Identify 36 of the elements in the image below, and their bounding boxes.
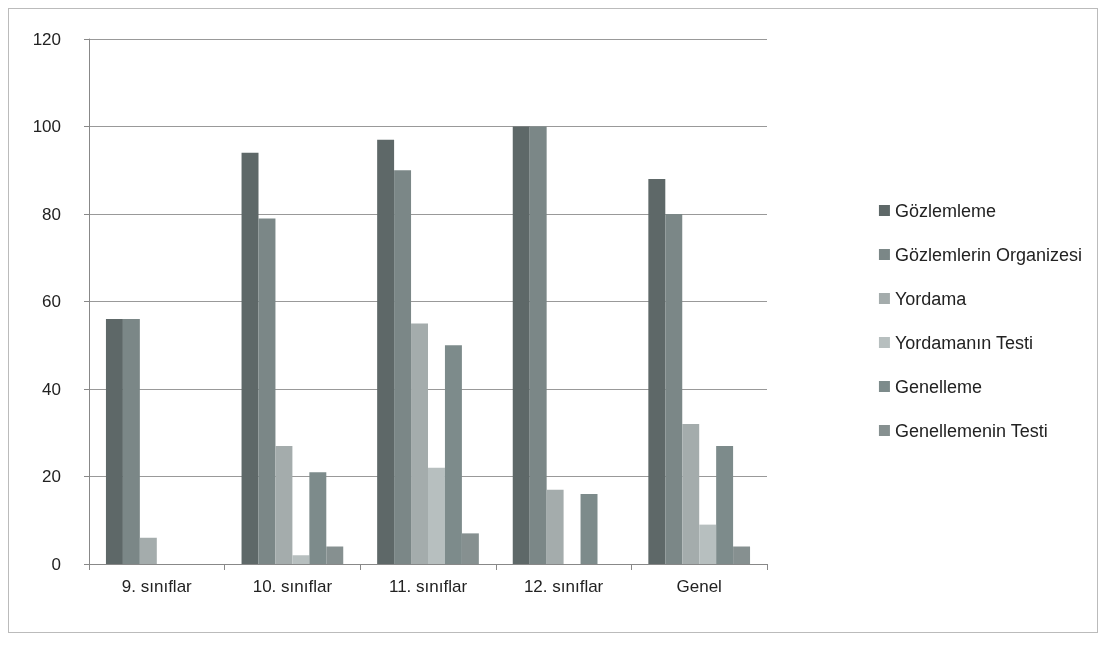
- bar: [428, 467, 445, 564]
- legend-label: Yordama: [894, 288, 968, 309]
- bar: [377, 139, 395, 564]
- bar: [105, 319, 123, 564]
- bar: [648, 179, 666, 564]
- y-tick-label: 80: [42, 204, 61, 224]
- y-tick-label: 40: [42, 379, 61, 399]
- legend-label: Gözlemlerin Organizesi: [894, 244, 1083, 265]
- bar: [529, 126, 547, 564]
- bar: [546, 489, 564, 564]
- bar: [512, 126, 530, 564]
- x-tick-label: 12. sınıflar: [523, 577, 604, 596]
- x-tick-label: 10. sınıflar: [252, 577, 333, 596]
- y-tick-label: 60: [42, 292, 61, 311]
- bar: [292, 555, 310, 564]
- legend-label: Genelleme: [894, 376, 982, 397]
- bar: [394, 170, 412, 564]
- bar: [258, 218, 276, 564]
- y-tick-label: 20: [42, 467, 61, 486]
- x-tick-label: Genel: [676, 577, 722, 596]
- legend-label: Gözlemleme: [894, 200, 996, 221]
- bar: [122, 319, 140, 564]
- y-tick-label: 0: [51, 554, 61, 574]
- bar: [699, 524, 717, 564]
- bar: [682, 424, 700, 564]
- bar: [411, 323, 428, 564]
- bar: [139, 537, 157, 564]
- bar: [275, 445, 293, 564]
- legend-label: Yordamanın Testi: [894, 332, 1034, 353]
- x-tick-label: 11. sınıflar: [388, 577, 468, 596]
- bar: [665, 214, 683, 564]
- x-tick-label: 9. sınıflar: [121, 577, 193, 596]
- bar: [241, 152, 259, 564]
- legend-label: Genellemenin Testi: [894, 420, 1048, 441]
- y-tick-label: 120: [32, 29, 61, 49]
- y-tick-label: 100: [32, 117, 61, 136]
